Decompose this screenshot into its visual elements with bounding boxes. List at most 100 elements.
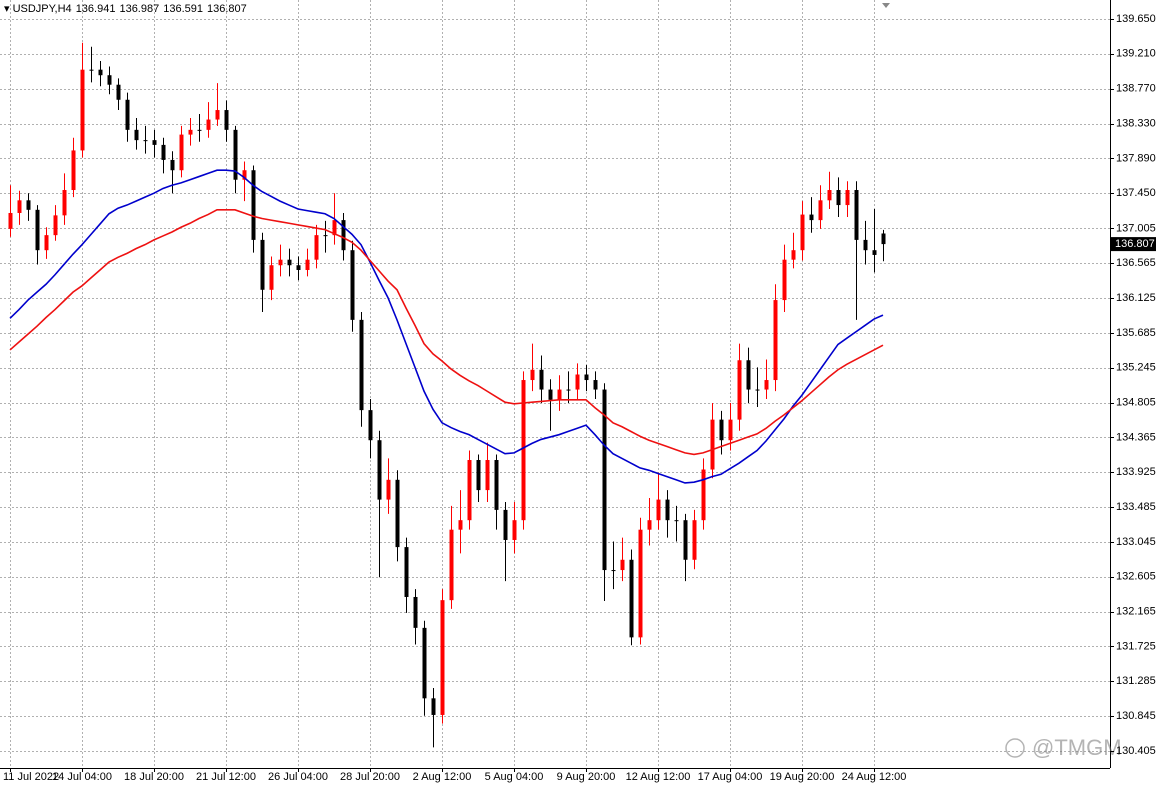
candle-body [44,235,49,251]
y-tick-label: 137.005 [1116,222,1156,234]
x-tick-label: 9 Aug 20:00 [557,771,616,783]
candle-body [854,190,859,240]
y-tick-label: 137.450 [1116,187,1156,199]
candle-body [26,200,31,210]
candle-body [683,520,688,560]
last-high: 136.987 [119,3,160,15]
candle-body [620,559,625,571]
candle-body [638,529,643,638]
x-tick-label: 18 Jul 20:00 [124,771,184,783]
y-tick-label: 134.365 [1116,431,1156,443]
y-tick-label: 133.925 [1116,466,1156,478]
candle-body [728,419,733,441]
candle-body [197,129,202,131]
candle-body [476,460,481,491]
y-tick-label: 136.125 [1116,292,1156,304]
candle-body [17,200,22,213]
candle-body [422,627,427,699]
candle-body [764,380,769,390]
candle-body [809,214,814,221]
candle-body [584,374,589,381]
x-tick-label: 2 Aug 12:00 [413,771,472,783]
x-tick-label: 24 Aug 12:00 [842,771,907,783]
candle-body [719,419,724,441]
candle-body [332,220,337,236]
candle-body [8,212,13,229]
candle-body [287,259,292,266]
candle-body [350,250,355,320]
candle-body [602,389,607,571]
candle-body [449,529,454,601]
candle-body [782,259,787,301]
candle-body [35,209,40,251]
candle-body [431,698,436,715]
candle-body [62,190,67,216]
x-tick-label: 17 Aug 04:00 [698,771,763,783]
y-tick-label: 130.405 [1116,745,1156,757]
candle-body [215,110,220,120]
candle-body [224,110,229,130]
candle-body [323,235,328,237]
candle-body [674,520,679,522]
candle-body [269,265,274,290]
candle-body [836,190,841,206]
candle-body [359,319,364,411]
y-tick-label: 130.845 [1116,710,1156,722]
candle-body [881,233,886,245]
candle-body [692,520,697,560]
x-tick-label: 12 Aug 12:00 [626,771,691,783]
y-tick-label: 134.805 [1116,397,1156,409]
candle-body [521,380,526,521]
candle-body [413,596,418,628]
candle-body [125,99,130,130]
candle-body [845,190,850,206]
price-label-box [1111,237,1156,252]
candle-body [440,600,445,715]
candle-body [872,250,877,255]
candle-body [188,129,193,135]
candle-body [737,360,742,420]
candle-body [80,69,85,151]
moving-average [9,169,884,484]
candle-body [377,440,382,500]
moving-average [9,209,884,456]
candle-body [368,410,373,441]
candle-body [107,75,112,85]
candle-body [755,389,760,391]
candle-body [818,200,823,221]
y-tick-label: 131.725 [1116,640,1156,652]
candle-body [143,140,148,142]
y-tick-label: 132.165 [1116,606,1156,618]
candle-body [575,374,580,390]
candle-body [251,170,256,240]
y-tick-label: 135.685 [1116,327,1156,339]
candle-body [116,84,121,100]
y-tick-label: 137.890 [1116,152,1156,164]
candle-body [611,570,616,572]
candle-body [233,129,238,180]
x-tick-label: 19 Aug 20:00 [770,771,835,783]
candle-body [746,360,751,390]
candle-body [665,499,670,521]
candle-body [170,159,175,171]
candle-body [791,250,796,260]
y-tick-label: 131.285 [1116,675,1156,687]
shift-marker [882,3,890,8]
candle-body [260,239,265,290]
candle-body [773,300,778,381]
candle-body [161,144,166,160]
y-tick-label: 132.605 [1116,571,1156,583]
candle-body [341,220,346,251]
candle-body [314,235,319,260]
candle-body [98,69,103,76]
candle-body [494,460,499,510]
candle-body [512,520,517,540]
symbol: USDJPY,H4 [12,3,72,15]
candle-body [134,129,139,141]
candle-body [557,389,562,400]
y-tick-label: 139.650 [1116,13,1156,25]
candle-body [656,499,661,521]
candle-body [710,419,715,470]
